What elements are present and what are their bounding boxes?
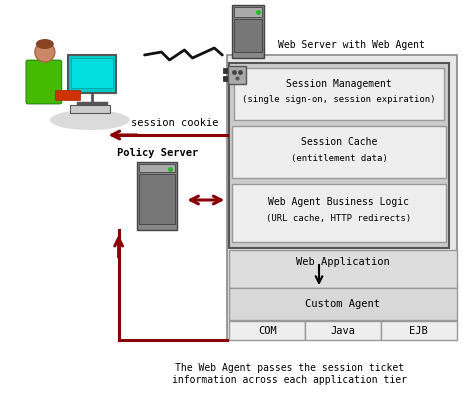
Text: The Web Agent passes the session ticket: The Web Agent passes the session ticket	[175, 363, 404, 373]
Text: Custom Agent: Custom Agent	[306, 299, 381, 309]
Bar	[70, 105, 110, 113]
Bar	[229, 321, 305, 340]
Bar	[138, 174, 175, 224]
Text: Web Server with Web Agent: Web Server with Web Agent	[278, 40, 425, 50]
Ellipse shape	[36, 39, 54, 49]
Text: Java: Java	[331, 326, 356, 336]
Bar	[137, 162, 177, 230]
Bar	[229, 288, 457, 320]
FancyBboxPatch shape	[26, 60, 62, 104]
Bar	[232, 126, 445, 178]
Bar	[227, 55, 457, 340]
Bar	[68, 55, 116, 93]
Bar	[223, 76, 228, 81]
Text: (entitlement data): (entitlement data)	[291, 154, 388, 162]
Bar	[234, 19, 262, 52]
Bar	[381, 321, 457, 340]
Bar	[71, 58, 113, 88]
Bar	[55, 90, 80, 100]
Text: Policy Server: Policy Server	[117, 148, 198, 158]
Bar	[138, 164, 175, 172]
Text: COM: COM	[258, 326, 276, 336]
Text: Session Management: Session Management	[286, 79, 392, 89]
Bar	[232, 5, 264, 58]
Text: Session Cache: Session Cache	[301, 137, 377, 147]
Bar	[234, 7, 262, 17]
Bar	[228, 66, 246, 84]
Bar	[234, 68, 444, 120]
Text: Web Application: Web Application	[296, 257, 390, 267]
Bar	[232, 184, 445, 242]
Bar	[229, 63, 449, 248]
Circle shape	[35, 42, 55, 62]
Text: session cookie: session cookie	[131, 118, 218, 128]
Bar	[305, 321, 381, 340]
Text: information across each application tier: information across each application tier	[172, 375, 407, 385]
Text: (single sign-on, session expiration): (single sign-on, session expiration)	[242, 95, 436, 105]
Text: EJB: EJB	[409, 326, 428, 336]
Text: Web Agent Business Logic: Web Agent Business Logic	[269, 197, 409, 207]
Bar	[223, 68, 228, 73]
Text: (URL cache, HTTP redirects): (URL cache, HTTP redirects)	[266, 213, 412, 223]
Bar	[229, 250, 457, 288]
Ellipse shape	[50, 110, 130, 130]
